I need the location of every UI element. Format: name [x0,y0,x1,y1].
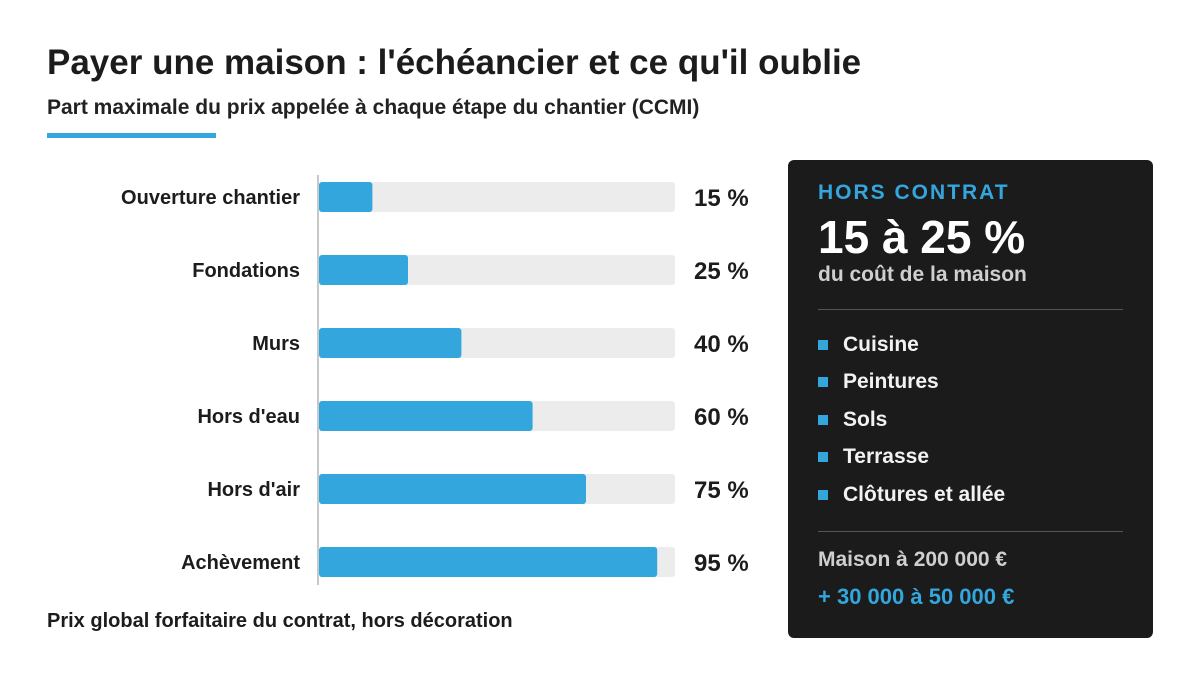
bar [319,255,408,285]
panel-subtext: du coût de la maison [818,263,1027,286]
value-label: 40 % [694,331,749,358]
list-item-label: Sols [843,407,888,431]
category-label: Achèvement [181,552,300,574]
panel-house-price: Maison à 200 000 € [818,547,1008,571]
list-item: Clôtures et allée [818,476,1123,514]
panel-label: HORS CONTRAT [818,181,1010,204]
list-item-label: Clôtures et allée [843,482,1006,506]
value-label: 15 % [694,185,749,212]
square-bullet-icon [818,489,828,500]
hors-contrat-panel: HORS CONTRAT 15 à 25 % du coût de la mai… [788,160,1153,638]
value-label: 95 % [694,550,749,577]
bar-track [319,182,675,212]
category-label: Hors d'eau [197,406,300,428]
list-item-label: Peintures [843,370,939,394]
panel-big-value: 15 à 25 % [818,211,1026,263]
bar [319,328,462,358]
list-item-label: Terrasse [843,445,930,469]
list-item-label: Cuisine [843,332,919,356]
value-label: 75 % [694,477,749,504]
bar [319,474,586,504]
list-item: Terrasse [818,439,1123,477]
square-bullet-icon [818,414,828,425]
list-item: Peintures [818,364,1123,402]
category-label: Hors d'air [207,479,300,501]
category-label: Fondations [192,260,300,282]
panel-item-list: Cuisine Peintures Sols Terrasse Clôtures… [818,326,1123,514]
panel-divider [818,530,1123,532]
title-accent-line [47,133,216,138]
panel-extra-cost: + 30 000 à 50 000 € [818,583,1015,609]
value-label: 60 % [694,404,749,431]
chart-footnote: Prix global forfaitaire du contrat, hors… [47,610,513,632]
list-item: Sols [818,401,1123,439]
bar [319,401,533,431]
category-label: Ouverture chantier [121,187,300,209]
bar [319,547,658,577]
chart-title: Payer une maison : l'échéancier et ce qu… [47,43,862,82]
list-item: Cuisine [818,326,1123,364]
square-bullet-icon [818,339,828,350]
bar [319,182,373,212]
square-bullet-icon [818,377,828,388]
category-label: Murs [252,333,300,355]
panel-divider [818,309,1123,310]
value-label: 25 % [694,258,749,285]
bar-chart: Ouverture chantier 15 % Fondations 25 % Murs… [121,175,749,585]
chart-subtitle: Part maximale du prix appelée à chaque é… [47,96,700,119]
square-bullet-icon [818,452,828,463]
